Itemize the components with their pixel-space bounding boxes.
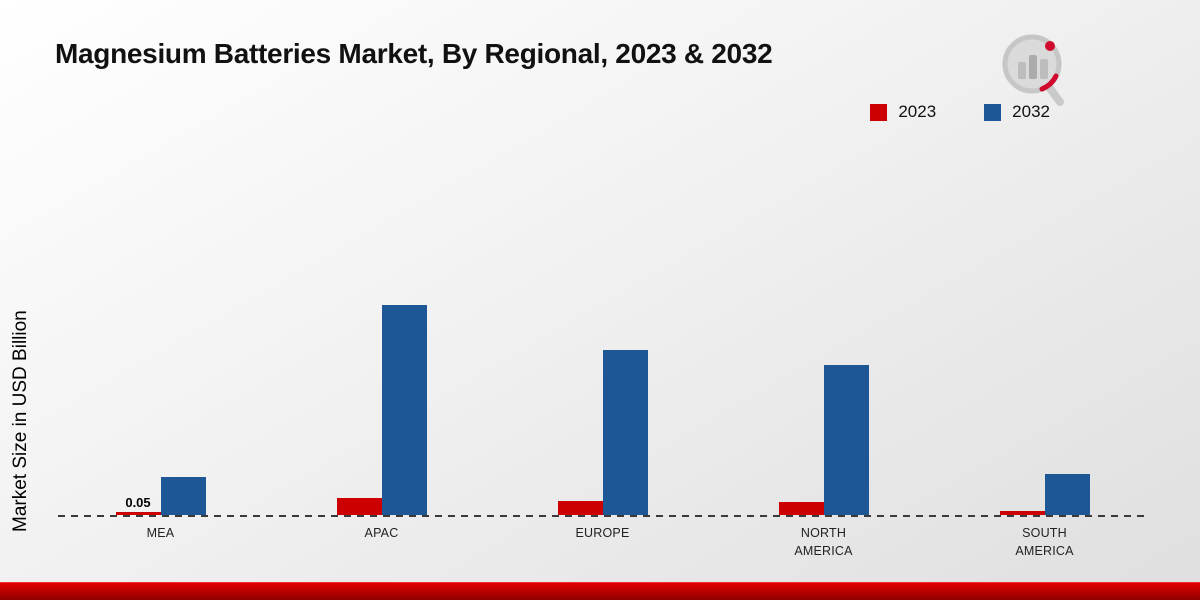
category-label: SOUTH AMERICA — [1015, 526, 1074, 559]
bar-2032-north-america — [823, 365, 869, 515]
bar-2023-mea — [115, 512, 161, 515]
category-label: APAC — [364, 526, 399, 540]
value-label: 0.05 — [125, 495, 151, 510]
bar-2032-mea — [160, 477, 206, 515]
legend-item-2032: 2032 — [984, 102, 1050, 122]
bar-2023-north-america — [778, 501, 824, 515]
bar-group: 0.05 — [50, 477, 271, 515]
bar-2032-south-america — [1044, 474, 1090, 515]
bar-group — [934, 474, 1155, 515]
legend-swatch-2023 — [870, 103, 888, 121]
bar-groups: 0.05 — [50, 305, 1155, 515]
bar-group — [713, 365, 934, 515]
legend-label-2032: 2032 — [1012, 102, 1050, 121]
bar-2023-europe — [557, 501, 603, 515]
y-axis-label: Market Size in USD Billion — [10, 310, 31, 532]
legend: 2023 2032 — [870, 102, 1050, 122]
legend-label-2023: 2023 — [898, 102, 937, 121]
bar-group — [492, 350, 713, 515]
category-labels: MEA APAC EUROPE NORTH AMERICA SOUTH AMERICA — [50, 524, 1155, 560]
bar-2023-apac — [336, 498, 382, 515]
bar-group — [271, 305, 492, 515]
footer-red-bar — [0, 582, 1200, 600]
category-label: MEA — [146, 526, 175, 540]
bar-2023-south-america — [999, 510, 1045, 515]
category-label: EUROPE — [575, 526, 630, 540]
magnifier-chart-icon — [1002, 34, 1064, 106]
x-axis-baseline — [58, 515, 1150, 517]
chart-title: Magnesium Batteries Market, By Regional,… — [55, 38, 773, 69]
bar-2032-apac — [381, 305, 427, 515]
legend-swatch-2032 — [984, 103, 1002, 121]
brand-logo — [998, 32, 1072, 113]
legend-item-2023: 2023 — [870, 102, 936, 122]
bar-2032-europe — [602, 350, 648, 515]
category-label: NORTH AMERICA — [794, 526, 853, 559]
